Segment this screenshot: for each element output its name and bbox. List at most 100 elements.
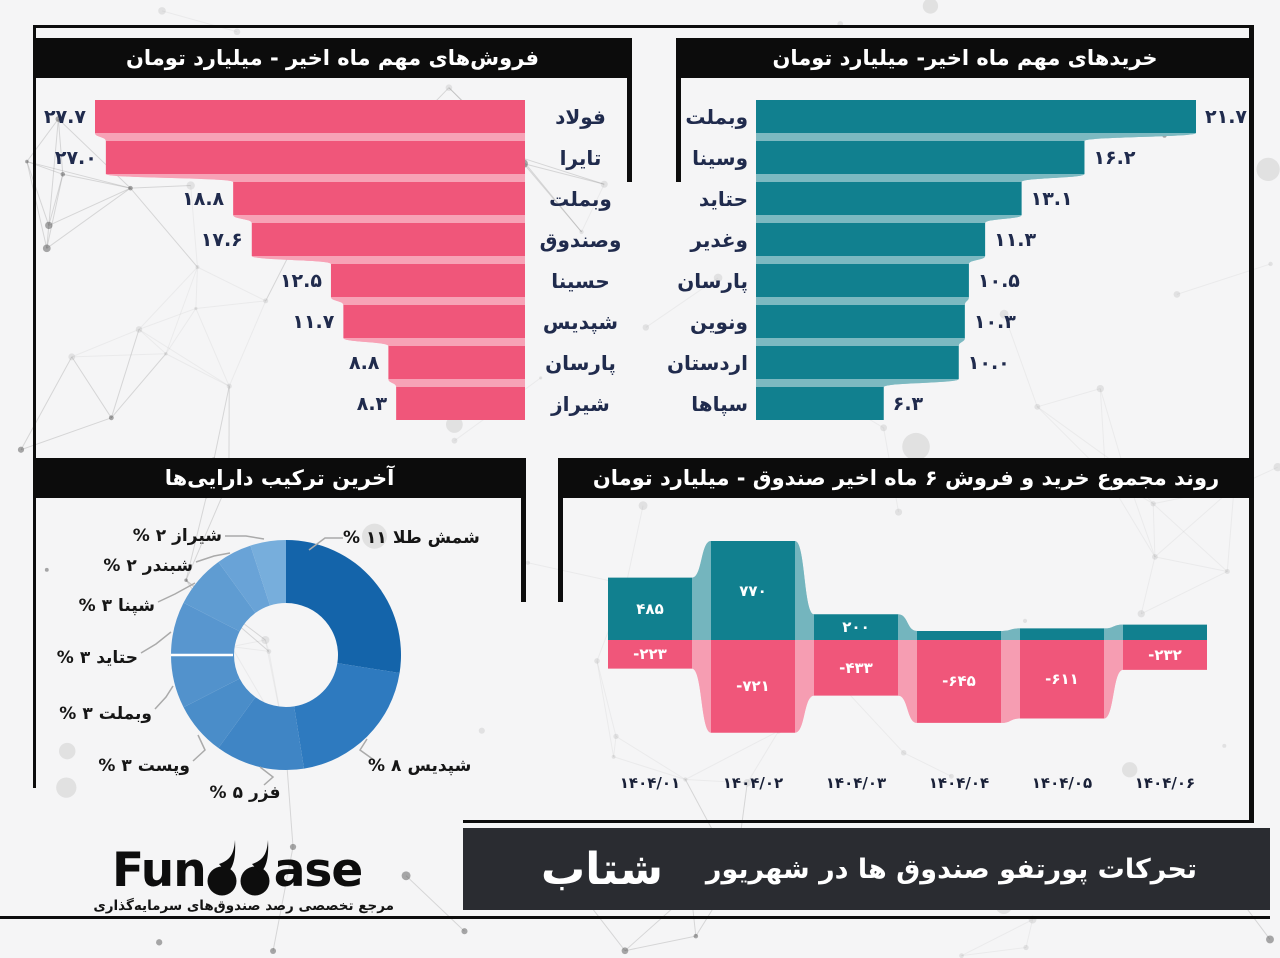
flow-panel-title: روند مجموع خرید و فروش ۶ ماه اخیر صندوق …: [592, 466, 1220, 490]
frame-top-line: [33, 25, 1253, 28]
plexus-line: [1154, 556, 1228, 572]
donut-slice-شیراز: [250, 540, 286, 606]
donut-leader-line: [259, 766, 275, 786]
plexus-node: [1266, 935, 1274, 944]
slice-name: وپست: [137, 756, 190, 776]
plexus-node: [600, 180, 608, 188]
plexus-node: [266, 649, 272, 654]
slice-name: فزر: [248, 783, 281, 803]
plexus-line: [685, 730, 779, 780]
plexus-line: [519, 157, 582, 233]
plexus-line: [161, 10, 238, 33]
flow-buy-value-label: ۲۰۰: [842, 618, 870, 637]
plexus-node: [194, 306, 198, 311]
donut-leader-line: [140, 631, 172, 654]
plexus-line: [523, 163, 582, 233]
plexus-node: [128, 185, 133, 191]
plexus-line: [1003, 314, 1038, 407]
sales-value-label: ۲۷.۰: [54, 146, 97, 169]
plexus-node: [156, 939, 163, 946]
plexus-node: [1023, 944, 1029, 951]
purchases-value-label: ۲۱.۷: [1205, 105, 1248, 128]
donut-slice-وپست: [183, 678, 256, 749]
plexus-node: [42, 244, 51, 253]
slice-percent: ۳: [121, 756, 132, 776]
flow-buy-value-label: ۴۸۵: [636, 599, 664, 618]
donut-label-فزر: % ۵ فزر: [190, 780, 300, 806]
plexus-line: [1141, 571, 1228, 615]
plexus-line: [520, 156, 605, 185]
donut-slice-وبملت: [171, 655, 240, 708]
sales-bars-svg: [95, 100, 525, 420]
plexus-node: [263, 298, 269, 304]
purchases-category-label: وغدیر: [690, 227, 748, 252]
footer-title: تحرکات پورتفو صندوق ها در شهریور: [705, 853, 1198, 885]
plexus-line: [110, 329, 140, 418]
plexus-line: [615, 735, 686, 780]
slice-percent: ۲: [126, 556, 137, 576]
plexus-node: [1150, 501, 1156, 507]
sales-category-label: حسینا: [551, 268, 610, 293]
flow-month-label: ۱۴۰۴/۰۳: [825, 774, 887, 792]
sales-bar-chart: فولاد ۲۷.۷ تایرا ۲۷.۰ وبملت ۱۸.۸ وصندوق ۱۷.۶ حسی…: [36, 78, 630, 456]
purchases-value-label: ۱۱.۳: [994, 228, 1037, 251]
sales-panel-header: فروش‌های مهم ماه اخیر - میلیارد تومان: [33, 38, 632, 78]
plexus-line: [57, 118, 64, 175]
plexus-line: [195, 308, 230, 387]
plexus-line: [581, 184, 605, 233]
footer-top-line: [463, 820, 1253, 823]
flow-buy-value-label: ۷۷۰: [739, 581, 767, 600]
plexus-node: [611, 754, 616, 759]
purchases-panel-title: خریدهای مهم ماه اخیر- میلیارد تومان: [772, 46, 1158, 70]
bar-connector-stripe: [756, 256, 1196, 264]
plexus-line: [185, 496, 207, 581]
sales-value-label: ۱۲.۵: [279, 269, 322, 292]
footer-bottom-line: [0, 916, 1270, 919]
plexus-node: [613, 733, 619, 740]
plexus-node: [1273, 463, 1280, 472]
slice-percent: ۳: [101, 596, 113, 616]
plexus-line: [138, 266, 198, 330]
donut-label-شپنا: % ۳ شپنا: [25, 593, 155, 619]
flow-sell-value-label: -۶۴۵: [942, 672, 976, 691]
plexus-node: [451, 437, 458, 444]
donut-label-شیراز: % ۲ شیراز: [92, 523, 222, 549]
donut-leader-line: [225, 535, 265, 540]
sales-funnel-shape: [95, 100, 525, 420]
bar-connector-stripe: [756, 174, 1196, 182]
plexus-blur-dot: [446, 416, 463, 433]
percent-sign: %: [56, 648, 74, 668]
flow-month-label: ۱۴۰۴/۰۲: [722, 774, 784, 792]
flow-month-label: ۱۴۰۴/۰۵: [1031, 774, 1093, 792]
sales-value-label: ۸.۳: [356, 392, 388, 415]
plexus-node: [638, 501, 648, 511]
plexus-node: [44, 567, 49, 572]
assets-donut-svg: [140, 535, 401, 786]
sales-category-label: پارسان: [545, 350, 616, 375]
plexus-node: [261, 635, 270, 645]
percent-sign: %: [78, 596, 96, 616]
plexus-node: [1137, 610, 1145, 618]
plexus-line: [264, 639, 270, 652]
purchases-value-label: ۱۳.۱: [1030, 187, 1073, 210]
assets-panel-title: آخرین ترکیب دارایی‌ها: [164, 466, 395, 490]
flow-area-chart: ۴۸۵ -۲۲۳ ۱۴۰۴/۰۱ ۷۷۰ -۷۲۱ ۱۴۰۴/۰۲ ۲۰۰ -۴۳۳ ۱۴۰۴/…: [560, 498, 1257, 822]
frame-right-line: [1249, 25, 1254, 823]
plexus-line: [1226, 487, 1235, 572]
plexus-node: [60, 172, 66, 177]
plexus-node: [900, 750, 907, 756]
plexus-line: [1037, 388, 1101, 408]
donut-leader-line: [308, 537, 343, 551]
percent-sign: %: [343, 528, 361, 548]
plexus-node: [1173, 291, 1181, 298]
bar-connector-stripe: [756, 133, 1196, 141]
plexus-line: [231, 639, 266, 648]
purchases-value-label: ۱۶.۲: [1093, 146, 1136, 169]
plexus-node: [55, 116, 62, 122]
donut-label-وبملت: % ۳ وبملت: [22, 701, 152, 727]
plexus-line: [58, 118, 131, 189]
purchases-category-label: ونوین: [690, 309, 748, 334]
plexus-node: [1224, 568, 1230, 574]
plexus-node: [948, 773, 954, 779]
sales-panel-title: فروش‌های مهم ماه اخیر - میلیارد تومان: [125, 46, 540, 70]
